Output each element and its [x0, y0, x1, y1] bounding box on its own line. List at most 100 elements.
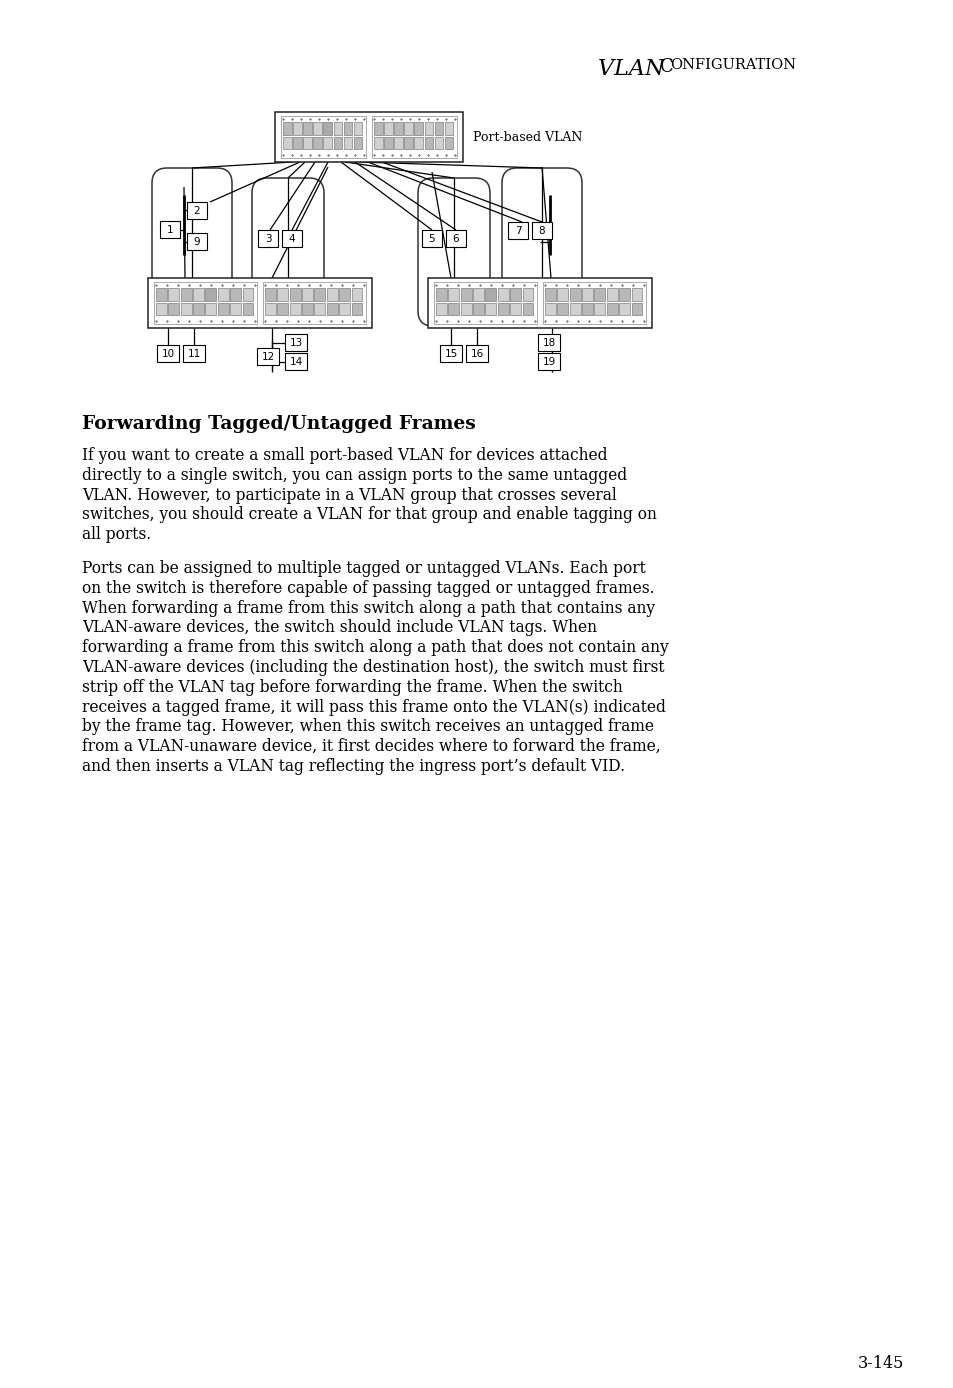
Bar — [283, 122, 292, 135]
Bar — [414, 122, 423, 135]
Bar — [354, 136, 362, 149]
Bar — [302, 287, 313, 301]
Bar — [434, 282, 537, 323]
Bar — [485, 303, 496, 315]
Bar — [569, 303, 580, 315]
Bar — [187, 203, 207, 219]
Bar — [205, 303, 216, 315]
Bar — [522, 303, 533, 315]
Bar — [187, 233, 207, 250]
Bar — [285, 353, 307, 371]
Text: 11: 11 — [187, 348, 200, 358]
Bar — [465, 346, 488, 362]
Text: VLAN. However, to participate in a VLAN group that crosses several: VLAN. However, to participate in a VLAN … — [82, 487, 616, 504]
Bar — [230, 287, 241, 301]
Bar — [557, 303, 568, 315]
Bar — [384, 122, 393, 135]
Bar — [473, 287, 483, 301]
Text: 7: 7 — [515, 225, 520, 236]
Text: on the switch is therefore capable of passing tagged or untagged frames.: on the switch is therefore capable of pa… — [82, 580, 654, 597]
Bar — [631, 287, 641, 301]
Bar — [277, 287, 288, 301]
Bar — [327, 303, 337, 315]
Bar — [439, 346, 461, 362]
Text: ONFIGURATION: ONFIGURATION — [669, 58, 796, 72]
Bar — [537, 353, 559, 371]
Bar — [180, 303, 192, 315]
Bar — [372, 117, 456, 158]
Bar — [265, 287, 275, 301]
Bar — [522, 287, 533, 301]
Bar — [277, 303, 288, 315]
Bar — [302, 303, 313, 315]
Bar — [283, 136, 292, 149]
Text: forwarding a frame from this switch along a path that does not contain any: forwarding a frame from this switch alon… — [82, 640, 668, 657]
Bar — [444, 122, 453, 135]
Bar — [618, 303, 630, 315]
Bar — [352, 287, 362, 301]
Text: 19: 19 — [542, 357, 555, 366]
Text: VLAN-aware devices, the switch should include VLAN tags. When: VLAN-aware devices, the switch should in… — [82, 619, 597, 637]
Bar — [334, 136, 342, 149]
Bar — [290, 287, 300, 301]
Bar — [263, 282, 366, 323]
Bar — [282, 230, 302, 247]
Text: 5: 5 — [428, 233, 435, 243]
Text: 2: 2 — [193, 205, 200, 215]
Bar — [217, 287, 229, 301]
Text: 8: 8 — [538, 225, 545, 236]
Text: Port-based VLAN: Port-based VLAN — [473, 130, 581, 143]
Bar — [424, 136, 433, 149]
Bar — [256, 348, 278, 365]
Bar — [285, 335, 307, 351]
Bar — [594, 303, 605, 315]
Bar — [446, 230, 465, 247]
Bar — [618, 287, 630, 301]
Text: 15: 15 — [444, 348, 457, 358]
Text: receives a tagged frame, it will pass this frame onto the VLAN(s) indicated: receives a tagged frame, it will pass th… — [82, 698, 665, 716]
Bar — [424, 122, 433, 135]
Bar — [314, 287, 325, 301]
Text: When forwarding a frame from this switch along a path that contains any: When forwarding a frame from this switch… — [82, 600, 655, 616]
Bar — [313, 122, 322, 135]
Bar — [290, 303, 300, 315]
Text: Ports can be assigned to multiple tagged or untagged VLANs. Each port: Ports can be assigned to multiple tagged… — [82, 559, 645, 577]
Bar — [265, 303, 275, 315]
Bar — [205, 287, 216, 301]
Bar — [160, 221, 180, 237]
Text: and then inserts a VLAN tag reflecting the ingress port’s default VID.: and then inserts a VLAN tag reflecting t… — [82, 758, 624, 775]
Bar — [303, 136, 312, 149]
Bar — [217, 303, 229, 315]
Bar — [230, 303, 241, 315]
Bar — [557, 287, 568, 301]
Bar — [631, 303, 641, 315]
Text: 9: 9 — [193, 236, 200, 247]
Bar — [343, 122, 352, 135]
Bar — [293, 136, 301, 149]
Bar — [581, 287, 593, 301]
Bar — [323, 122, 332, 135]
Bar — [421, 230, 441, 247]
Bar — [435, 122, 443, 135]
Text: from a VLAN-unaware device, it first decides where to forward the frame,: from a VLAN-unaware device, it first dec… — [82, 738, 659, 755]
Bar — [428, 278, 651, 328]
Bar — [323, 136, 332, 149]
Bar — [460, 303, 471, 315]
Text: directly to a single switch, you can assign ports to the same untagged: directly to a single switch, you can ass… — [82, 466, 626, 484]
Bar — [404, 136, 413, 149]
Bar — [507, 222, 527, 239]
Text: strip off the VLAN tag before forwarding the frame. When the switch: strip off the VLAN tag before forwarding… — [82, 679, 622, 695]
Bar — [334, 122, 342, 135]
Bar — [293, 122, 301, 135]
Bar — [485, 287, 496, 301]
Bar — [339, 303, 350, 315]
Bar — [497, 287, 508, 301]
Bar — [384, 136, 393, 149]
Bar — [374, 122, 382, 135]
Bar — [394, 136, 402, 149]
Bar — [193, 303, 204, 315]
Bar — [473, 303, 483, 315]
Bar — [180, 287, 192, 301]
Bar — [352, 303, 362, 315]
Bar — [394, 122, 402, 135]
